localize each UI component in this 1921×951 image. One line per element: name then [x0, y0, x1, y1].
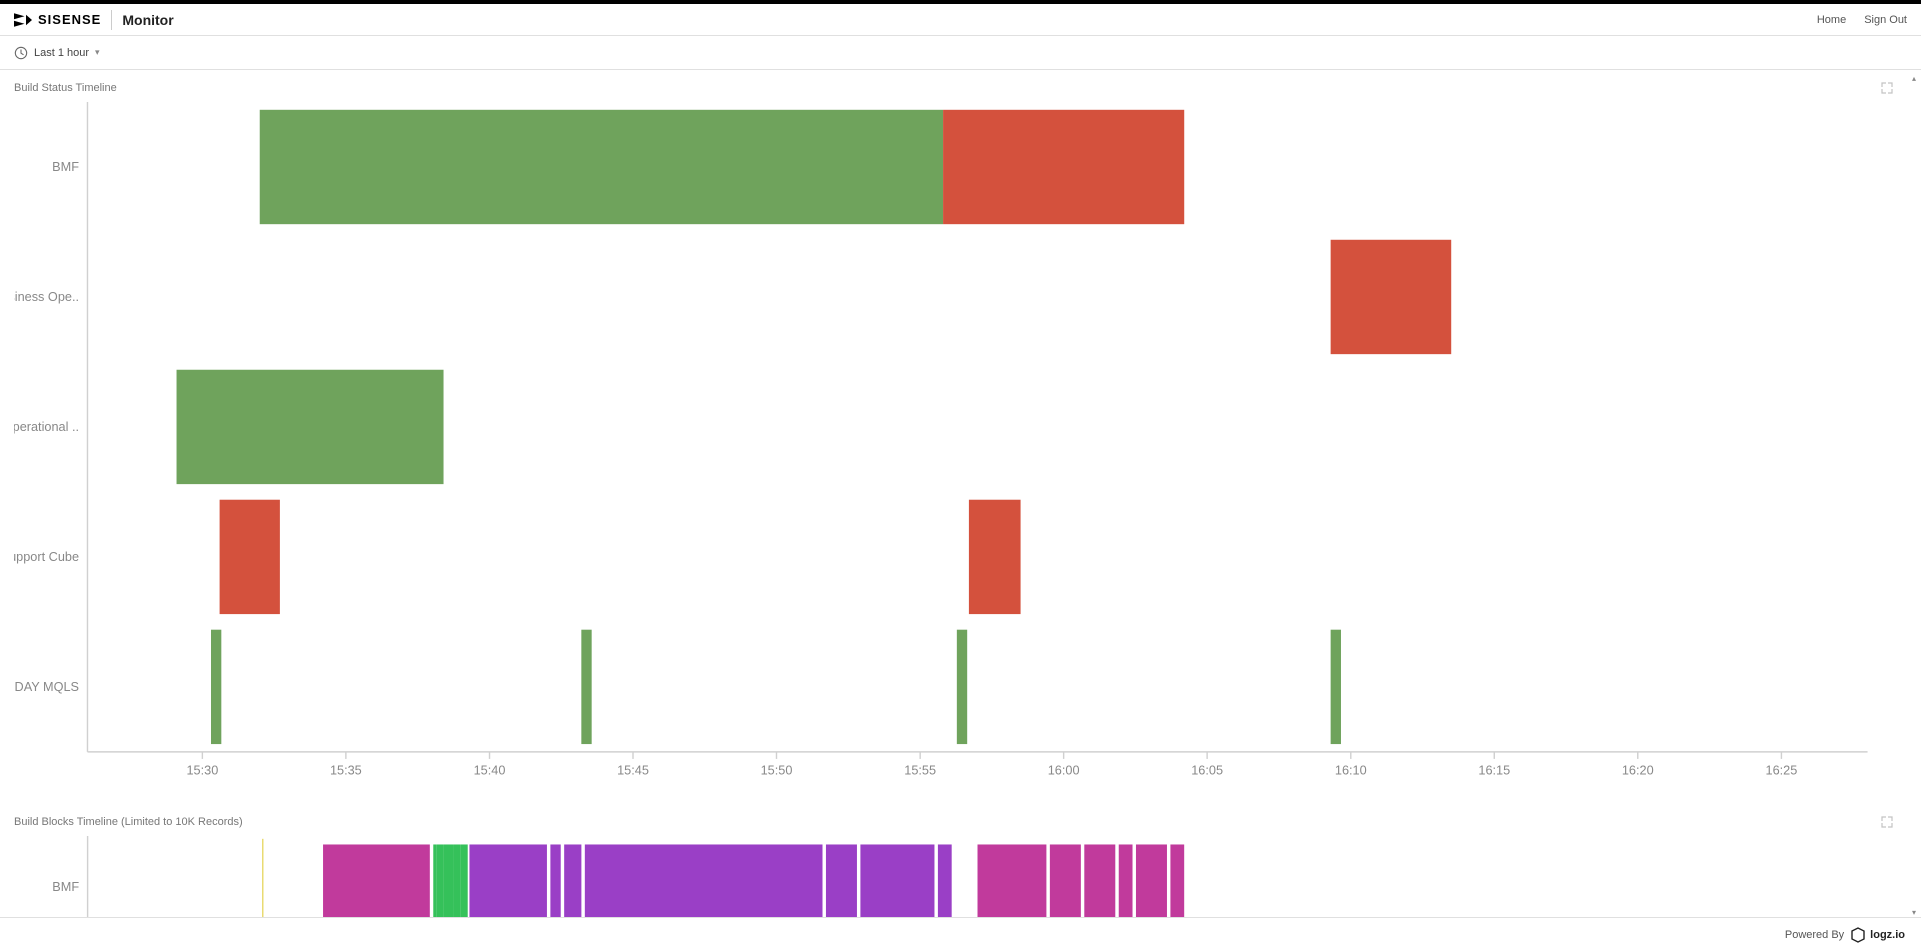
scrollbar[interactable]: ▴ ▾: [1909, 74, 1919, 917]
svg-text:BMF: BMF: [52, 159, 79, 174]
svg-text:16:00: 16:00: [1048, 762, 1080, 777]
svg-text:15:40: 15:40: [474, 762, 506, 777]
timerange-picker[interactable]: Last 1 hour ▾: [14, 46, 100, 60]
status-chart-svg: BMF Business Ope.. Operational .. Support C…: [14, 102, 1893, 801]
svg-text:16:20: 16:20: [1622, 762, 1654, 777]
sisense-logo-icon: [14, 13, 32, 27]
svg-text:15:50: 15:50: [761, 762, 793, 777]
svg-text:TODAY MQLS: TODAY MQLS: [14, 679, 79, 694]
svg-text:Business Ope..: Business Ope..: [14, 289, 79, 304]
nav-home[interactable]: Home: [1817, 14, 1846, 26]
svg-text:15:35: 15:35: [330, 762, 362, 777]
svg-text:16:05: 16:05: [1191, 762, 1223, 777]
blocks-chart[interactable]: BMF: [14, 836, 1893, 917]
powered-by-label: Powered By: [1785, 929, 1844, 941]
topbar-left: SISENSE Monitor: [14, 10, 174, 30]
logzio-icon: [1850, 927, 1866, 943]
svg-text:BMF: BMF: [52, 879, 79, 894]
provider-logo[interactable]: logz.io: [1850, 927, 1905, 943]
svg-text:15:55: 15:55: [904, 762, 936, 777]
nav-signout[interactable]: Sign Out: [1864, 14, 1907, 26]
brand-logo[interactable]: SISENSE: [14, 12, 101, 27]
status-chart[interactable]: BMF Business Ope.. Operational .. Support C…: [14, 102, 1893, 804]
panel-header: Build Status Timeline: [14, 82, 1893, 94]
page-title: Monitor: [122, 12, 173, 28]
panel-title: Build Status Timeline: [14, 82, 117, 94]
scroll-down-icon[interactable]: ▾: [1912, 908, 1916, 917]
content-area: Build Status Timeline BMF Business Ope.. O…: [0, 74, 1921, 917]
svg-text:Support Cube: Support Cube: [14, 549, 79, 564]
expand-icon[interactable]: [1881, 816, 1893, 828]
panel-header: Build Blocks Timeline (Limited to 10K Re…: [14, 816, 1893, 828]
svg-text:15:30: 15:30: [186, 762, 218, 777]
topbar-nav: Home Sign Out: [1817, 14, 1907, 26]
clock-icon: [14, 46, 28, 60]
svg-text:16:15: 16:15: [1478, 762, 1510, 777]
svg-text:15:45: 15:45: [617, 762, 649, 777]
panel-build-blocks: Build Blocks Timeline (Limited to 10K Re…: [0, 808, 1907, 917]
svg-text:Operational ..: Operational ..: [14, 419, 79, 434]
header-divider: [111, 10, 112, 30]
timerange-label: Last 1 hour: [34, 47, 89, 59]
blocks-chart-svg: BMF: [14, 836, 1893, 917]
toolbar: Last 1 hour ▾: [0, 36, 1921, 70]
expand-icon[interactable]: [1881, 82, 1893, 94]
provider-name: logz.io: [1870, 929, 1905, 941]
panel-title: Build Blocks Timeline (Limited to 10K Re…: [14, 816, 243, 828]
footer: Powered By logz.io: [0, 917, 1921, 951]
brand-text: SISENSE: [38, 12, 101, 27]
topbar: SISENSE Monitor Home Sign Out: [0, 0, 1921, 36]
svg-text:16:10: 16:10: [1335, 762, 1367, 777]
panel-build-status: Build Status Timeline BMF Business Ope.. O…: [0, 74, 1907, 808]
svg-text:16:25: 16:25: [1766, 762, 1798, 777]
scroll-up-icon[interactable]: ▴: [1912, 74, 1916, 83]
chevron-down-icon: ▾: [95, 47, 100, 58]
